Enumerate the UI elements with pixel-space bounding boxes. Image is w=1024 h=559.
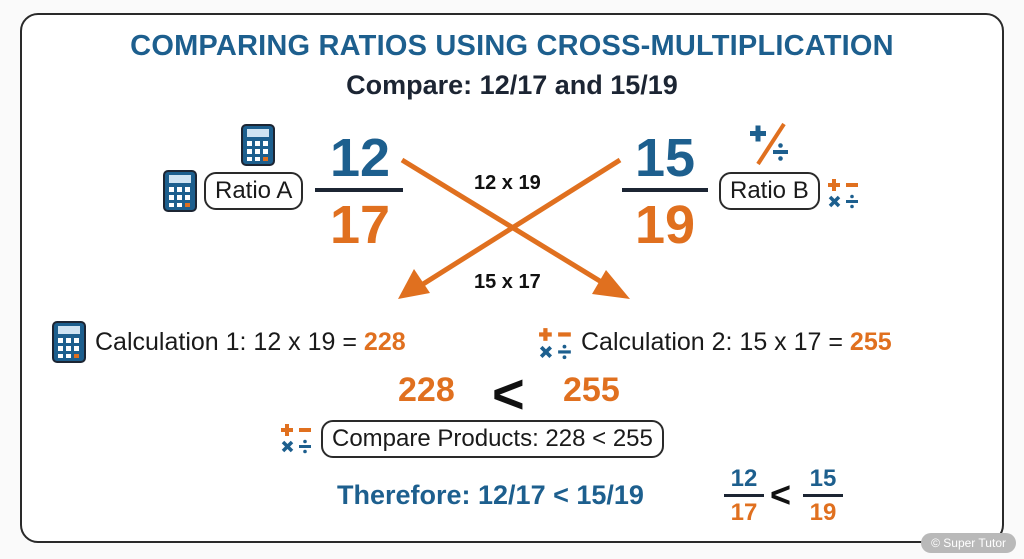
operations-icon (750, 122, 788, 166)
conclusion-sign: < (770, 474, 792, 515)
calculation-2-text: Calculation 2: 15 x 17 = (581, 328, 850, 356)
ratio-a-denominator: 17 (329, 195, 391, 255)
compare-products-box: Compare Products: 228 < 255 (321, 420, 664, 459)
watermark: © Super Tutor (921, 533, 1016, 553)
conclusion-left-numerator: 12 (730, 465, 758, 492)
calculation-1-text: Calculation 1: 12 x 19 = (95, 328, 364, 356)
conclusion-right-bar (803, 494, 843, 497)
calculation-1-result: 228 (363, 328, 406, 356)
comparison-right: 255 (563, 371, 620, 409)
plus-minus-icon (539, 328, 571, 360)
page-title: COMPARING RATIOS USING CROSS-MULTIPLICAT… (130, 30, 894, 62)
calculator-icon (241, 124, 275, 166)
ratio-b-numerator: 15 (634, 128, 696, 188)
ratio-b-label: Ratio B (719, 172, 820, 211)
plus-minus-icon (281, 424, 311, 454)
cross-product-label-bottom: 15 x 17 (474, 271, 541, 293)
comparison-sign: < (492, 362, 525, 425)
calculation-2-result: 255 (849, 328, 892, 356)
cross-product-label-top: 12 x 19 (474, 172, 541, 194)
calculation-2: Calculation 2: 15 x 17 = 255 (581, 328, 892, 357)
ratio-a-numerator: 12 (329, 128, 391, 188)
comparison-left: 228 (398, 371, 455, 409)
arrow-b-to-a-icon (398, 157, 622, 299)
conclusion-left-bar (724, 494, 764, 497)
page-subtitle: Compare: 12/17 and 15/19 (346, 70, 678, 100)
calculator-icon (52, 321, 86, 363)
calculator-icon (163, 170, 197, 212)
arrow-a-to-b-icon (400, 157, 630, 299)
conclusion-left-denominator: 17 (730, 499, 758, 526)
ratio-b-fraction-bar (622, 188, 708, 192)
conclusion-text: Therefore: 12/17 < 15/19 (337, 480, 644, 510)
conclusion-right-numerator: 15 (809, 465, 837, 492)
ratio-a-label: Ratio A (204, 172, 304, 211)
plus-minus-icon (828, 179, 858, 209)
calculation-1: Calculation 1: 12 x 19 = 228 (95, 328, 406, 357)
ratio-a-fraction-bar (315, 188, 403, 192)
conclusion-right-denominator: 19 (809, 499, 837, 526)
ratio-b-denominator: 19 (634, 195, 696, 255)
